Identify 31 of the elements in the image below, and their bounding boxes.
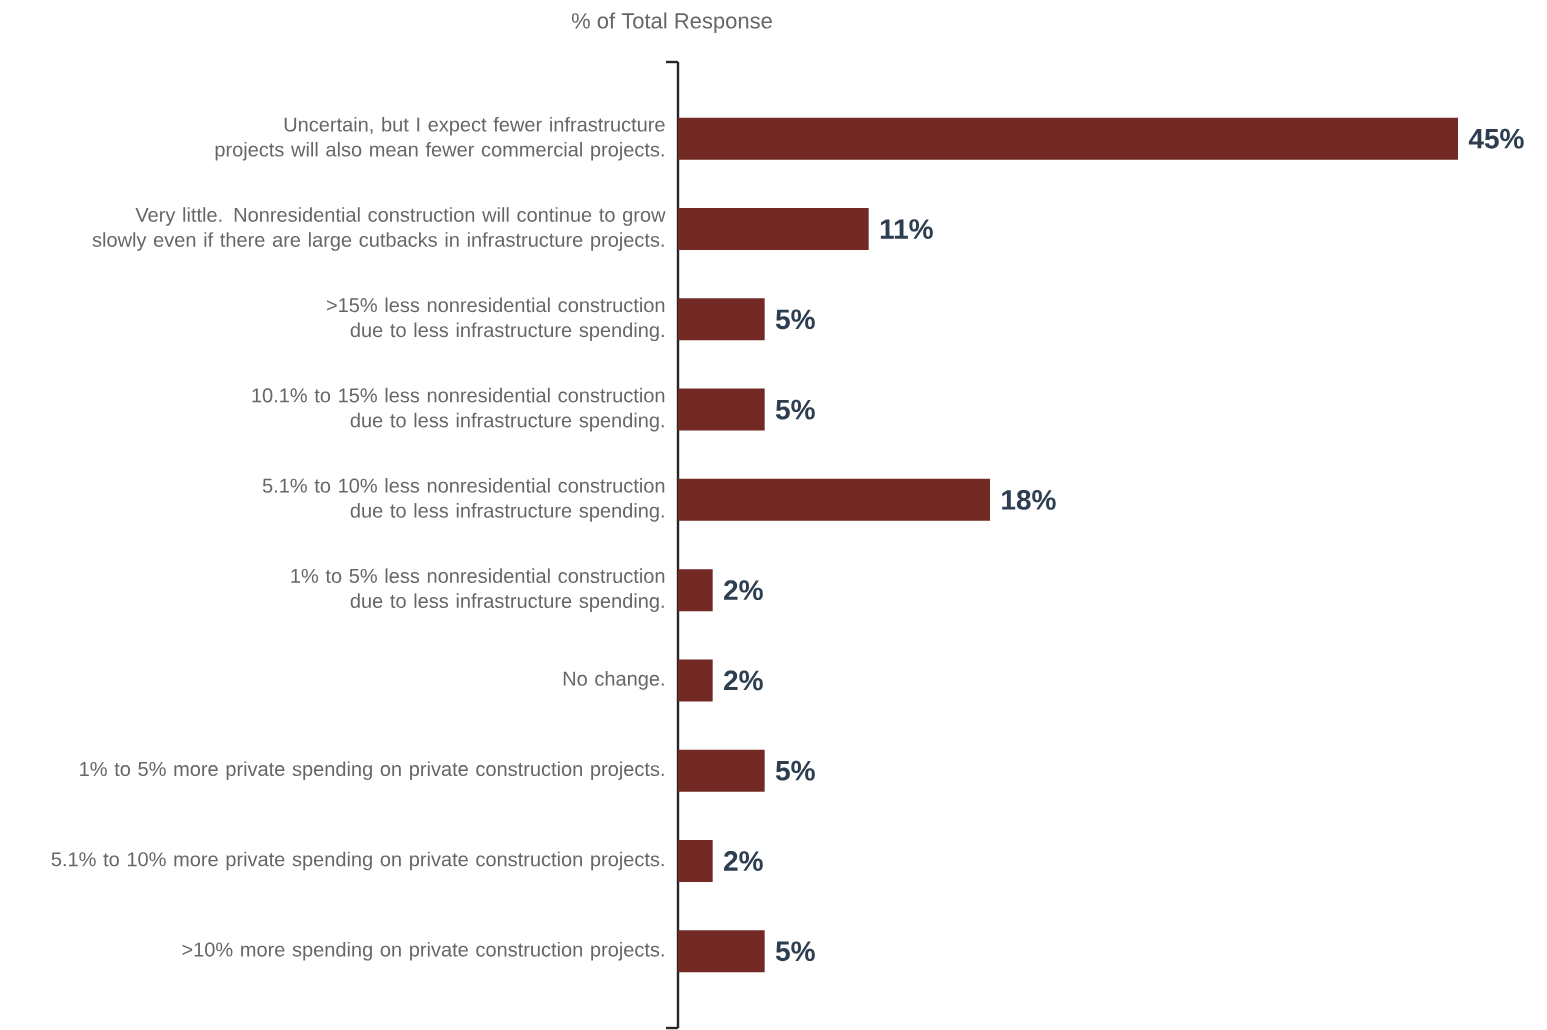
bar — [678, 298, 765, 341]
data-label: 11% — [880, 219, 933, 239]
y-tick-label: 5.1% to 10% less nonresidential construction due to less infrastructure spending. — [262, 478, 665, 522]
data-label: 5% — [775, 760, 815, 781]
y-tick-label: Uncertain, but I expect fewer infrastructure projects will also mean fewer commercial projects. — [215, 116, 665, 161]
bar — [678, 117, 1458, 160]
data-label: 5% — [775, 309, 815, 330]
y-tick-label: 5.1% to 10% more private spending on private construction projects. — [51, 851, 664, 871]
y-tick-label: >15% less nonresidential construction due to less infrastructure spending. — [326, 297, 665, 342]
data-label: 5% — [775, 941, 815, 962]
y-tick-label: 1% to 5% less nonresidential construction due to less infrastructure spending. — [291, 568, 665, 612]
y-tick-label: 10.1% to 15% less nonresidential construction due to less infrastructure spending. — [252, 387, 665, 432]
y-tick-label: >10% more spending on private construction projects. — [182, 941, 664, 961]
data-label: 45% — [1468, 128, 1524, 149]
data-label: 18% — [1002, 489, 1056, 510]
data-label: 2% — [724, 580, 763, 601]
data-label: 2% — [724, 670, 763, 691]
bar — [678, 478, 990, 521]
bar — [678, 208, 869, 251]
bar — [678, 569, 713, 612]
y-tick-label: 1% to 5% more private spending on private construction projects. — [80, 761, 664, 781]
data-label: 2% — [724, 851, 763, 871]
chart-title: % of Total Response — [571, 12, 772, 33]
bar — [678, 388, 765, 431]
y-tick-label: Very little. Nonresidential construction will continue to grow slowly even if there are large cutbacks in infrastructure projects. — [92, 207, 666, 251]
bar — [678, 749, 765, 792]
y-tick-label: No change. — [563, 671, 664, 690]
bar — [678, 659, 713, 702]
bar — [678, 839, 713, 882]
data-label: 5% — [775, 399, 815, 420]
bar — [678, 930, 765, 973]
